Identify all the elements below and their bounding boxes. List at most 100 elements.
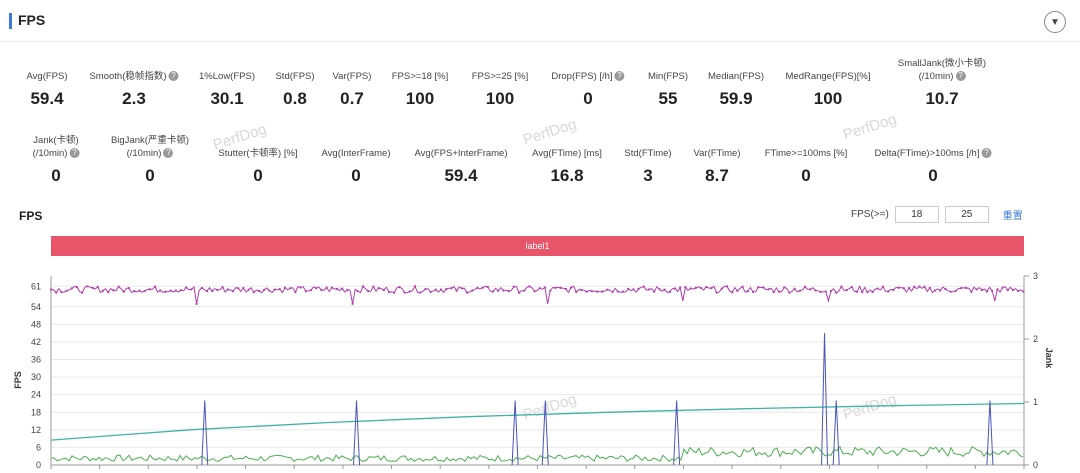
fps-point bbox=[1011, 288, 1015, 292]
fps-point bbox=[153, 285, 157, 288]
fps-point bbox=[200, 286, 203, 290]
help-icon[interactable]: ? bbox=[163, 148, 174, 159]
fps-point bbox=[242, 286, 245, 290]
y-tick-label: 30 bbox=[31, 372, 41, 382]
fps-point bbox=[450, 287, 453, 290]
metric-label-unit: (/10min)? bbox=[898, 70, 986, 83]
metric-label: FPS>=25 [%] bbox=[471, 71, 529, 82]
fps-point bbox=[252, 291, 255, 294]
reset-link[interactable]: 重置 bbox=[1002, 211, 1023, 222]
metric-label: BigJank(严重卡顿) bbox=[110, 135, 190, 146]
fps-point bbox=[205, 289, 209, 293]
fps-point bbox=[954, 289, 957, 292]
fps-point bbox=[429, 290, 432, 294]
fps-point bbox=[460, 287, 463, 290]
y-tick-label: 0 bbox=[36, 460, 41, 470]
fps-point bbox=[117, 285, 120, 288]
label-band[interactable]: label1 bbox=[51, 236, 1024, 256]
metric-value: 59.4 bbox=[444, 166, 478, 185]
fps-point bbox=[751, 290, 755, 293]
fps-point bbox=[445, 287, 448, 291]
fps-point bbox=[91, 286, 94, 289]
fps-point bbox=[278, 288, 281, 291]
fps-point bbox=[439, 288, 443, 291]
help-icon[interactable]: ? bbox=[981, 148, 992, 159]
metric-label: Avg(FPS) bbox=[26, 71, 68, 82]
fps-point bbox=[876, 287, 879, 290]
series-fps-line bbox=[50, 285, 1024, 304]
fps-point bbox=[403, 291, 406, 294]
fps-point bbox=[824, 290, 827, 293]
fps-point bbox=[398, 286, 401, 289]
fps-point bbox=[231, 290, 235, 293]
y-tick-label: 61 bbox=[31, 281, 41, 291]
fps-point bbox=[933, 289, 937, 292]
panel-header: FPS ▼ bbox=[0, 0, 1080, 42]
fps-point bbox=[1017, 289, 1020, 293]
y-axis-title: FPS bbox=[13, 371, 23, 389]
fps-point bbox=[413, 285, 417, 288]
fps-point bbox=[471, 289, 474, 292]
fps-point bbox=[616, 290, 619, 293]
fps-point bbox=[788, 291, 791, 294]
fps-point bbox=[637, 287, 640, 290]
fps-point bbox=[81, 291, 84, 294]
metric-value: 100 bbox=[813, 89, 843, 108]
fps-point bbox=[346, 288, 349, 291]
metric-label-unit: (/10min)? bbox=[111, 147, 189, 160]
fps-point bbox=[881, 285, 885, 288]
fps-point bbox=[533, 290, 536, 293]
jank-spike-0 bbox=[201, 400, 209, 466]
metric-value: 0 bbox=[801, 166, 811, 185]
help-icon[interactable]: ? bbox=[168, 71, 179, 82]
jank-spike-4 bbox=[673, 400, 681, 466]
fps-threshold-input-2[interactable] bbox=[944, 206, 989, 223]
fps-point bbox=[767, 288, 770, 291]
fps-point bbox=[689, 287, 692, 290]
fps-point bbox=[497, 289, 500, 292]
fps-point bbox=[96, 285, 99, 288]
y-tick-label: 24 bbox=[31, 390, 41, 400]
watermark-4: PerfDog bbox=[841, 391, 899, 424]
fps-point bbox=[991, 289, 994, 292]
chevron-down-icon: ▼ bbox=[1050, 16, 1060, 28]
fps-point bbox=[845, 288, 848, 292]
help-icon[interactable]: ? bbox=[614, 71, 625, 82]
fps-point bbox=[913, 285, 916, 288]
fps-point bbox=[575, 290, 578, 294]
fps-point bbox=[315, 287, 318, 290]
help-icon[interactable]: ? bbox=[955, 71, 966, 82]
fps-threshold-input-1[interactable] bbox=[894, 206, 939, 223]
chart-title: FPS bbox=[19, 209, 43, 223]
fps-point bbox=[356, 290, 359, 293]
fps-point bbox=[502, 289, 505, 292]
fps-point bbox=[814, 289, 817, 292]
fps-point bbox=[465, 291, 469, 294]
metric-value: 59.9 bbox=[719, 89, 753, 108]
metric-metrics_row2-2: Stutter(卡顿率) [%] 0 bbox=[218, 147, 297, 186]
metric-value: 10.7 bbox=[925, 89, 959, 108]
metric-value: 0 bbox=[145, 166, 155, 185]
fps-point bbox=[647, 288, 651, 291]
metric-metrics_row1-6: FPS>=25 [%] 100 bbox=[472, 70, 529, 109]
fps-point bbox=[725, 285, 729, 288]
help-icon[interactable]: ? bbox=[69, 148, 80, 159]
metric-label: SmallJank(微小卡顿) bbox=[897, 58, 987, 69]
fps-point bbox=[975, 288, 978, 291]
fps-point bbox=[107, 291, 110, 294]
y2-tick-label: 2 bbox=[1033, 334, 1038, 344]
fps-point bbox=[164, 290, 167, 293]
jank-spike-6 bbox=[832, 400, 840, 466]
fps-point bbox=[538, 287, 541, 290]
fps-point bbox=[455, 289, 458, 292]
fps-point bbox=[127, 287, 131, 290]
jank-spike-1 bbox=[353, 400, 361, 466]
series-trend-line bbox=[50, 402, 1025, 441]
fps-point bbox=[216, 288, 219, 292]
fps-point bbox=[179, 288, 183, 292]
metric-metrics_row2-8: FTime>=100ms [%] 0 bbox=[765, 147, 848, 186]
metric-metrics_row1-3: Std(FPS) 0.8 bbox=[275, 70, 314, 109]
collapse-button[interactable]: ▼ bbox=[1044, 11, 1066, 33]
fps-point bbox=[803, 285, 807, 288]
